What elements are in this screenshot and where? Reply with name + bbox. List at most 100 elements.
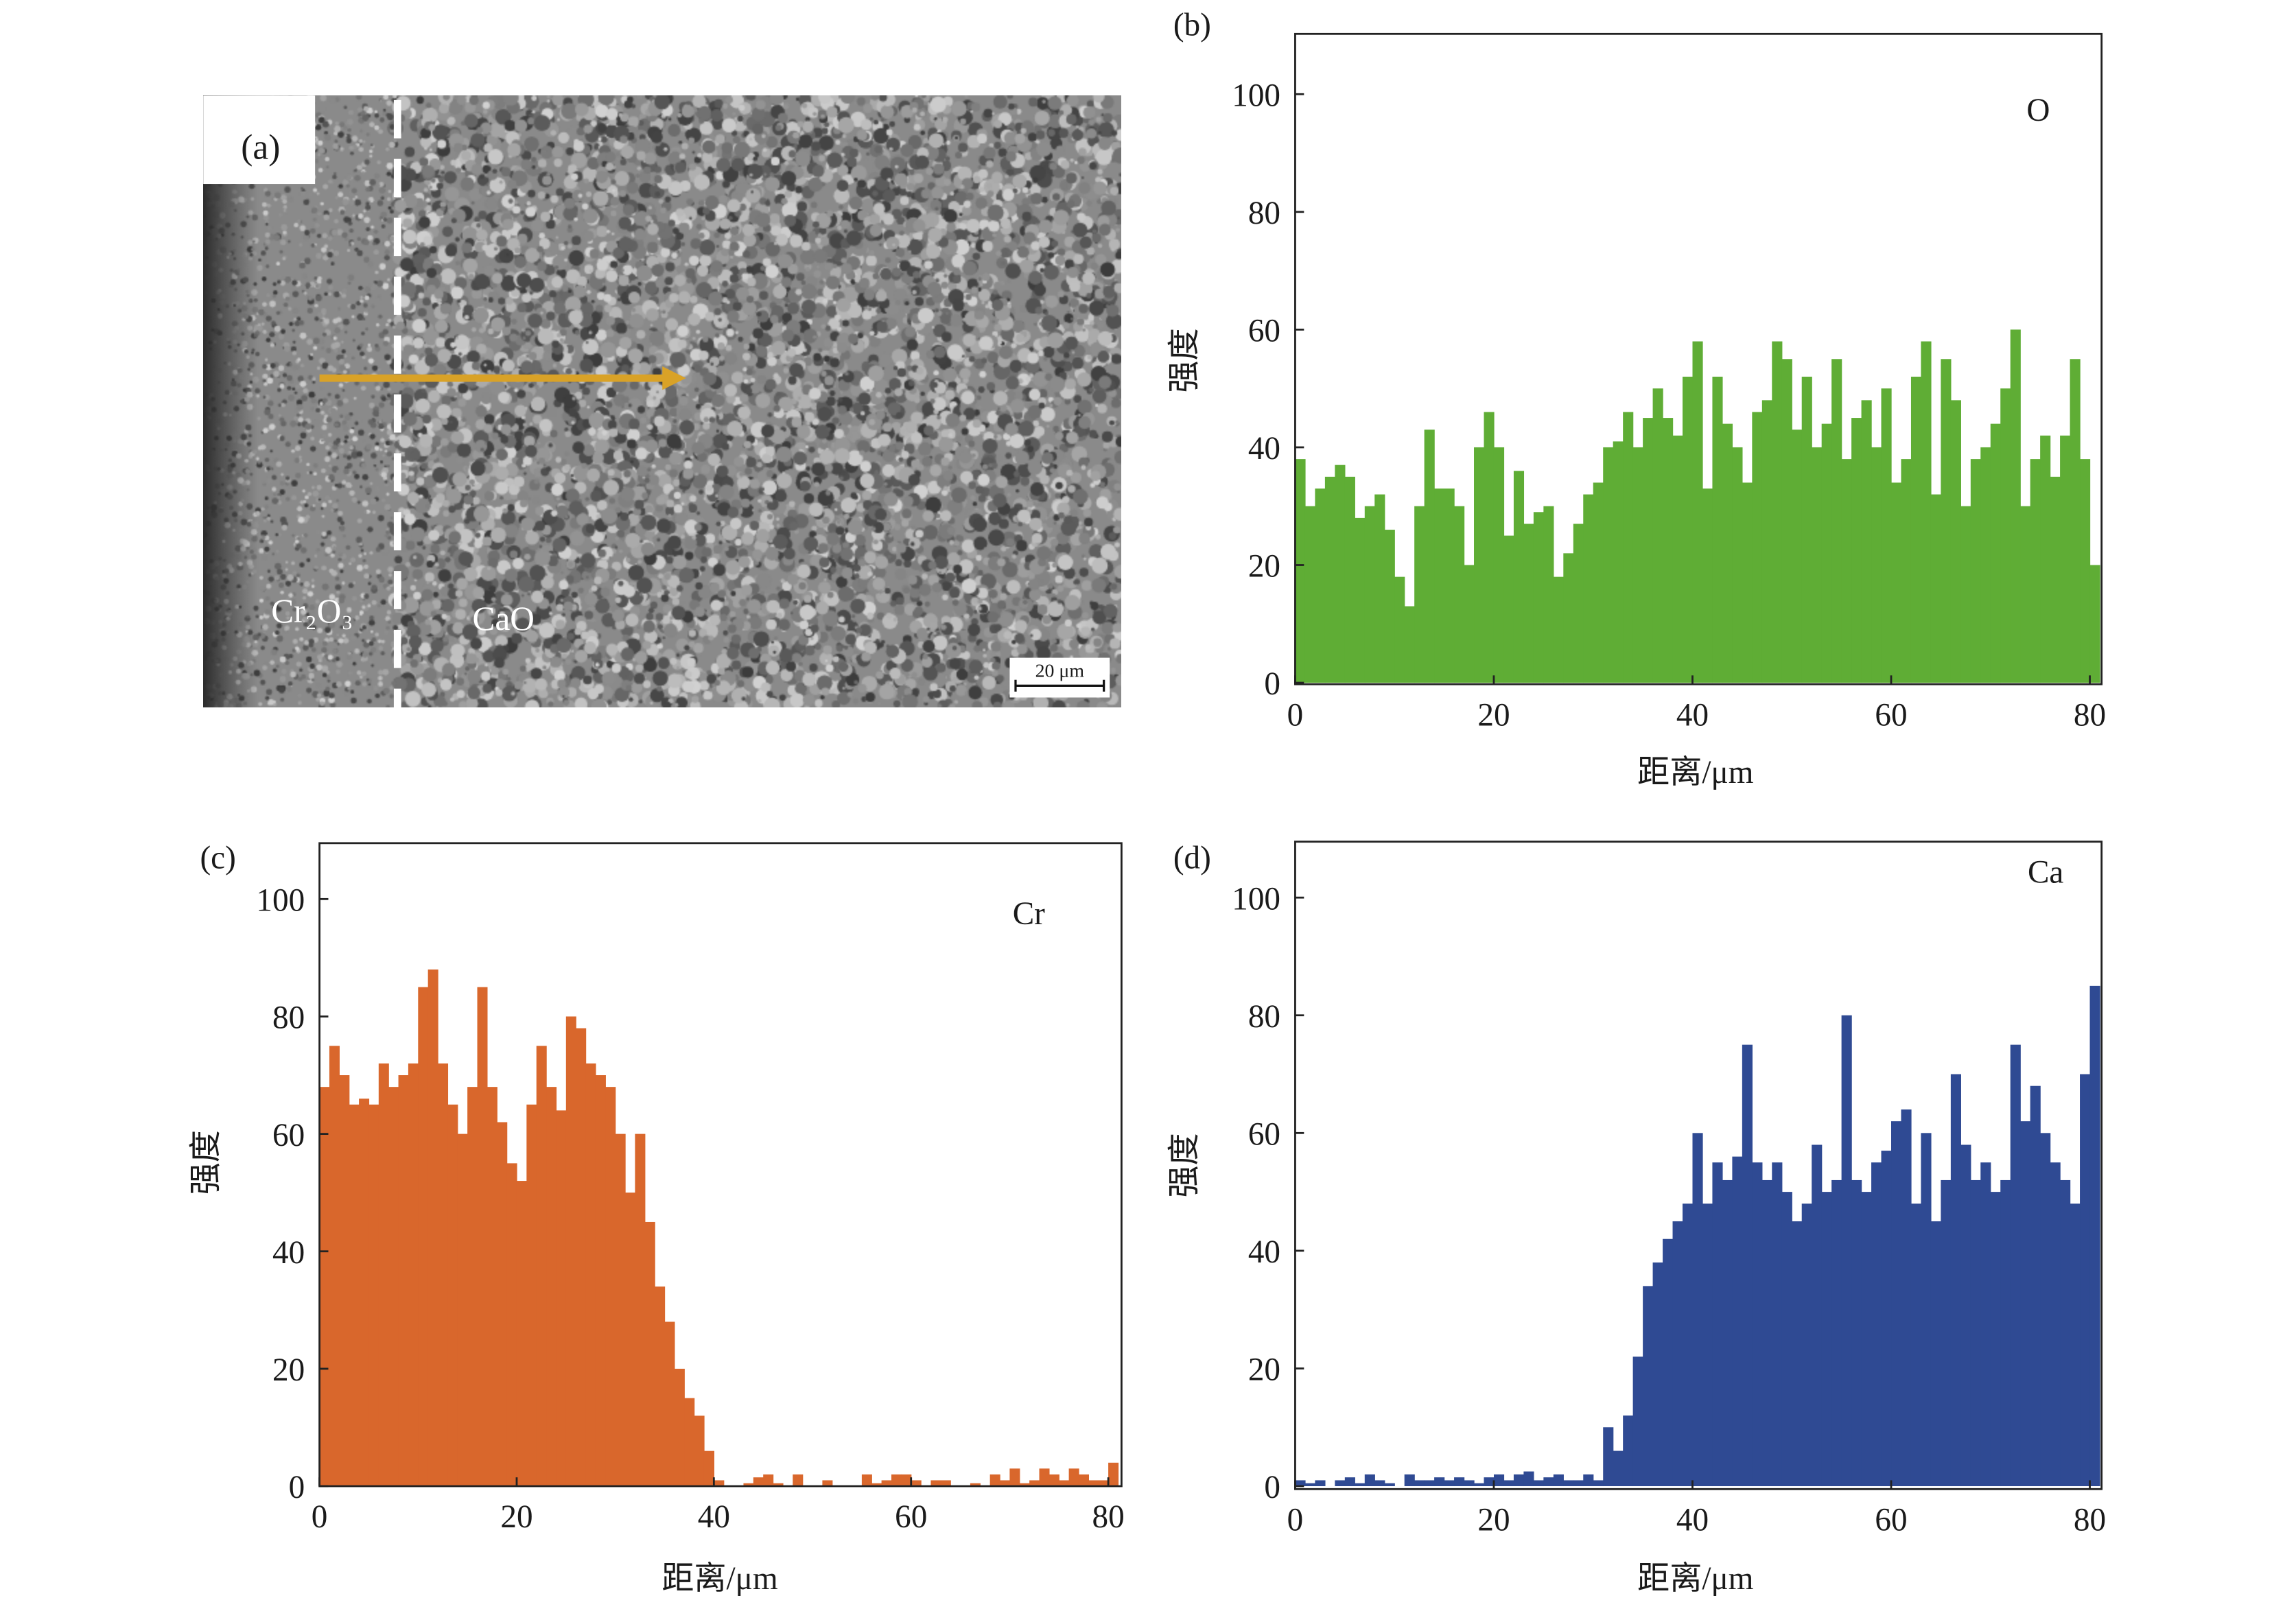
bar (1831, 1179, 1842, 1487)
bar (1990, 423, 2001, 683)
bar (674, 1368, 685, 1487)
bar (506, 1163, 517, 1487)
bar (1533, 512, 1544, 683)
bar (1335, 1480, 1346, 1487)
panel-a: (a) Cr₂O₃ CaO 20 μm (203, 95, 1110, 708)
x-tick-label: 40 (1676, 697, 1709, 733)
bar (1304, 1483, 1316, 1487)
bar (1523, 1471, 1534, 1487)
x-tick-label: 80 (2074, 697, 2106, 733)
bar (319, 1087, 330, 1487)
bar (1513, 471, 1525, 683)
bar (1702, 488, 1713, 683)
x-axis-label: 距离/μm (661, 1561, 777, 1597)
bar (1632, 1356, 1643, 1487)
bar (1910, 377, 1922, 683)
bar (1049, 1474, 1059, 1487)
bar (1812, 1144, 1823, 1487)
bar (2080, 459, 2091, 683)
bar (635, 1133, 646, 1487)
bar (1484, 412, 1495, 683)
region-label-cao: CaO (472, 600, 534, 637)
panel-a-label: (a) (241, 128, 280, 167)
bar (1643, 1286, 1654, 1487)
bar (1434, 488, 1445, 683)
bar (329, 1046, 340, 1487)
bar (1732, 447, 1743, 683)
bar (1404, 606, 1415, 683)
bar (1384, 530, 1395, 683)
bar (644, 1221, 655, 1487)
bar (1533, 1480, 1544, 1487)
bar (2020, 1121, 2031, 1487)
bar (1881, 388, 1892, 683)
bar (1712, 1162, 1723, 1487)
bar (1761, 400, 1772, 683)
bar (2040, 1133, 2051, 1487)
bar (368, 1104, 379, 1487)
bar (1792, 1221, 1803, 1487)
bar (1930, 494, 1942, 683)
bar (408, 1063, 419, 1487)
bar (1593, 482, 1604, 683)
bar (1891, 482, 1902, 683)
bar (1414, 506, 1425, 683)
bar (625, 1192, 636, 1487)
bar (1801, 1203, 1812, 1487)
plot-frame (1294, 32, 2103, 685)
x-tick-label: 60 (1875, 697, 1907, 733)
bar (467, 1087, 478, 1487)
bar (1871, 447, 1882, 683)
bar (1304, 506, 1316, 683)
bar (1464, 1480, 1475, 1487)
x-tick-label: 40 (698, 1499, 730, 1535)
bar (1683, 1203, 1694, 1487)
bar (664, 1321, 675, 1487)
bar (1781, 1192, 1792, 1487)
bar (2000, 1179, 2011, 1487)
bar (1781, 359, 1792, 683)
bar (1921, 341, 1932, 683)
bar (1364, 506, 1375, 683)
bar (605, 1087, 616, 1487)
y-tick-label: 80 (1248, 196, 1280, 231)
bar (1692, 1133, 1703, 1487)
bar (378, 1063, 389, 1487)
bar (714, 1480, 725, 1487)
panel-label: (d) (1173, 840, 1211, 876)
sem-micrograph (203, 95, 1121, 707)
bar (1344, 1477, 1355, 1487)
x-tick-label: 20 (1477, 1502, 1510, 1538)
bar (1029, 1480, 1040, 1487)
bar (447, 1104, 458, 1487)
x-tick-label: 0 (1287, 1502, 1304, 1538)
y-tick-label: 40 (1248, 1234, 1280, 1270)
bar (930, 1480, 941, 1487)
bar (763, 1474, 774, 1487)
y-tick-label: 100 (256, 882, 305, 918)
bar (1404, 1474, 1415, 1487)
bar (1941, 1179, 1952, 1487)
bar (1414, 1480, 1425, 1487)
bar (2089, 565, 2100, 683)
bar (1503, 1480, 1514, 1487)
bar (1752, 1162, 1763, 1487)
bar (2060, 435, 2071, 683)
bar (1563, 553, 1574, 683)
bar (1722, 1179, 1733, 1487)
y-tick-label: 80 (1248, 999, 1280, 1035)
bar (1374, 494, 1385, 683)
bar (1742, 1044, 1753, 1487)
bar (1910, 1203, 1922, 1487)
bar (1573, 1480, 1584, 1487)
bar (2030, 459, 2041, 683)
bar (1355, 1483, 1366, 1487)
bar (1851, 418, 1862, 683)
bar (871, 1483, 882, 1487)
bar (1702, 1203, 1713, 1487)
x-tick-label: 60 (1875, 1502, 1907, 1538)
